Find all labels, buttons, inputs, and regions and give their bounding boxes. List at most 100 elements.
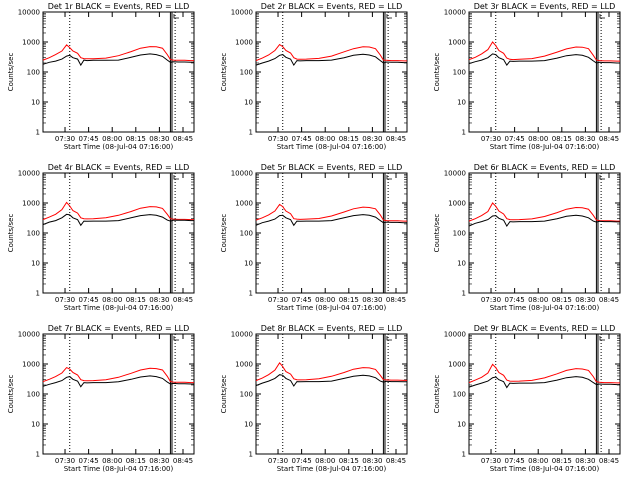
x-tick-label: 08:15: [552, 457, 572, 465]
x-tick-label: 07:30: [55, 135, 75, 143]
y-tick-label: 1000: [235, 39, 253, 47]
y-tick-label: 100: [453, 391, 466, 399]
y-tick-label: 1000: [22, 39, 40, 47]
x-tick-label: 08:00: [102, 457, 122, 465]
plot-frame: [42, 11, 195, 133]
x-tick-label: 07:45: [292, 135, 312, 143]
y-tick-label: 1: [462, 129, 466, 137]
panel-2: Det 2r BLACK = Events, RED = LLD 1 10 100 10…: [220, 2, 408, 151]
series-events-line: [468, 376, 620, 389]
series-lld-line: [468, 41, 620, 62]
x-tick-label: 08:15: [126, 457, 146, 465]
y-tick-label: 1000: [22, 200, 40, 208]
x-tick-label: 07:30: [481, 296, 501, 304]
panel-title: Det 3r BLACK = Events, RED = LLD: [474, 2, 616, 11]
y-tick-label: 1: [249, 129, 253, 137]
y-tick-label: 1: [462, 290, 466, 298]
y-tick-label: 10: [457, 421, 466, 429]
plot-frame: [255, 172, 408, 294]
y-tick-label: 10000: [231, 170, 253, 178]
x-tick-label: 08:45: [173, 135, 193, 143]
x-tick-label: 08:45: [599, 296, 619, 304]
x-tick-label: 08:00: [528, 457, 548, 465]
x-axis-label: Start Time (08-Jul-04 07:16:00): [277, 465, 387, 473]
y-tick-label: 100: [27, 391, 40, 399]
y-tick-label: 100: [453, 69, 466, 77]
series-lld-line: [468, 202, 620, 222]
marker-bracket: [599, 14, 605, 19]
y-tick-label: 10000: [231, 9, 253, 17]
y-axis-label: Counts/sec: [220, 214, 228, 253]
y-tick-label: 1: [462, 451, 466, 459]
panel-8: Det 8r BLACK = Events, RED = LLD 1 10 100 10…: [220, 324, 408, 473]
y-tick-label: 10: [31, 99, 40, 107]
x-tick-label: 07:45: [505, 296, 525, 304]
series-lld-line: [468, 363, 620, 384]
y-axis-label: Counts/sec: [220, 53, 228, 92]
x-axis-label: Start Time (08-Jul-04 07:16:00): [277, 304, 387, 312]
x-tick-label: 07:30: [481, 457, 501, 465]
x-tick-label: 07:45: [292, 296, 312, 304]
marker-bracket: [173, 336, 179, 341]
y-tick-label: 1: [36, 451, 40, 459]
y-tick-label: 1: [249, 290, 253, 298]
x-tick-label: 07:30: [268, 457, 288, 465]
x-axis-label: Start Time (08-Jul-04 07:16:00): [490, 143, 600, 151]
y-axis-label: Counts/sec: [7, 375, 15, 414]
panel-3: Det 3r BLACK = Events, RED = LLD 1 10 100 10…: [433, 2, 621, 151]
x-tick-label: 07:30: [55, 296, 75, 304]
x-tick-label: 08:00: [315, 135, 335, 143]
y-tick-label: 10: [457, 99, 466, 107]
x-tick-label: 08:45: [386, 296, 406, 304]
x-tick-label: 08:00: [528, 296, 548, 304]
series-events-line: [468, 214, 620, 228]
y-tick-label: 1000: [448, 39, 466, 47]
x-axis-label: Start Time (08-Jul-04 07:16:00): [277, 143, 387, 151]
x-tick-label: 08:30: [575, 457, 595, 465]
y-tick-label: 100: [27, 230, 40, 238]
x-tick-label: 07:30: [268, 296, 288, 304]
x-tick-label: 08:45: [173, 457, 193, 465]
x-tick-label: 07:30: [268, 135, 288, 143]
y-tick-label: 10000: [444, 170, 466, 178]
y-tick-label: 10: [244, 260, 253, 268]
panel-9: Det 9r BLACK = Events, RED = LLD 1 10 100 10…: [433, 324, 621, 473]
y-tick-label: 1: [36, 290, 40, 298]
marker-bracket: [599, 175, 605, 180]
series-events-line: [255, 374, 407, 387]
y-tick-label: 1000: [235, 200, 253, 208]
plot-frame: [468, 11, 621, 133]
x-tick-label: 08:30: [149, 135, 169, 143]
y-axis-label: Counts/sec: [220, 375, 228, 414]
panel-title: Det 4r BLACK = Events, RED = LLD: [48, 163, 190, 172]
x-axis-label: Start Time (08-Jul-04 07:16:00): [490, 465, 600, 473]
x-tick-label: 08:00: [102, 135, 122, 143]
y-tick-label: 1000: [448, 200, 466, 208]
panel-6: Det 6r BLACK = Events, RED = LLD 1 10 100 10…: [433, 163, 621, 312]
y-tick-label: 10000: [444, 9, 466, 17]
y-tick-label: 10: [244, 421, 253, 429]
series-lld-line: [255, 43, 407, 62]
y-tick-label: 10: [244, 99, 253, 107]
x-tick-label: 08:30: [362, 135, 382, 143]
x-tick-label: 07:45: [505, 457, 525, 465]
x-axis-label: Start Time (08-Jul-04 07:16:00): [64, 143, 174, 151]
x-tick-label: 08:45: [599, 457, 619, 465]
marker-bracket: [173, 14, 179, 19]
x-tick-label: 07:30: [55, 457, 75, 465]
x-tick-label: 08:15: [339, 135, 359, 143]
y-axis-label: Counts/sec: [433, 375, 441, 414]
series-events-line: [42, 213, 194, 227]
x-tick-label: 08:45: [173, 296, 193, 304]
x-tick-label: 08:15: [339, 457, 359, 465]
x-axis-label: Start Time (08-Jul-04 07:16:00): [64, 304, 174, 312]
marker-bracket: [599, 336, 605, 341]
x-tick-label: 08:45: [386, 457, 406, 465]
x-tick-label: 08:45: [386, 135, 406, 143]
x-tick-label: 07:45: [79, 457, 99, 465]
plot-frame: [468, 333, 621, 455]
x-tick-label: 08:00: [315, 296, 335, 304]
panel-5: Det 5r BLACK = Events, RED = LLD 1 10 100 10…: [220, 163, 408, 312]
y-tick-label: 1000: [235, 361, 253, 369]
y-tick-label: 100: [240, 69, 253, 77]
